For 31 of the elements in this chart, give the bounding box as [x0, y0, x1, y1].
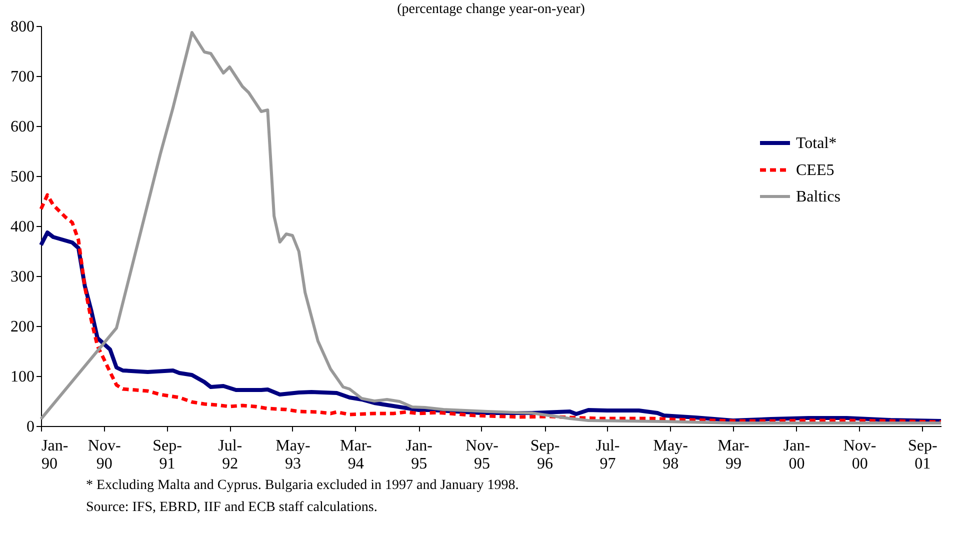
y-tick-label: 100: [10, 368, 34, 386]
x-tick-label: Jul-92: [218, 438, 242, 472]
x-tick-label: Sep-91: [152, 438, 182, 472]
x-tick-label: Mar-99: [718, 438, 750, 472]
x-tick-label: May-93: [276, 438, 310, 472]
chart-title: (percentage change year-on-year): [397, 2, 586, 17]
x-tick-label: Mar-94: [340, 438, 372, 472]
source-note: Source: IFS, EBRD, IIF and ECB staff calculations.: [86, 500, 378, 515]
x-tick-label: Jan-00: [783, 438, 810, 472]
x-tick-label: Nov-00: [843, 438, 876, 472]
y-tick-label: 700: [10, 68, 34, 86]
x-tick-label: Nov-95: [466, 438, 498, 472]
x-tick-label: Sep-96: [530, 438, 560, 472]
y-tick-label: 500: [10, 168, 34, 186]
x-tick-label: May-98: [653, 438, 688, 472]
x-tick-label: Jul-97: [596, 438, 620, 472]
y-tick-label: 200: [10, 318, 34, 336]
x-tick-label: Sep-01: [908, 438, 938, 472]
x-tick-label: Jan-90: [42, 438, 68, 472]
y-tick-label: 800: [10, 18, 34, 36]
x-tick-label: Jan-95: [406, 438, 432, 472]
y-tick-label: 0: [26, 418, 34, 436]
y-tick-label: 300: [10, 268, 34, 286]
x-tick-label: Nov-90: [88, 438, 121, 472]
y-tick-label: 400: [10, 218, 34, 236]
legend-label: Baltics: [796, 188, 840, 206]
line-series: [40, 31, 942, 424]
legend-label: Total*: [796, 135, 837, 152]
legend-label: CEE5: [796, 162, 834, 179]
text: * Excluding Malta and Cyprus. Bulgaria excluded in 1997 and January 1998.: [86, 478, 519, 493]
y-tick-label: 600: [10, 118, 34, 136]
